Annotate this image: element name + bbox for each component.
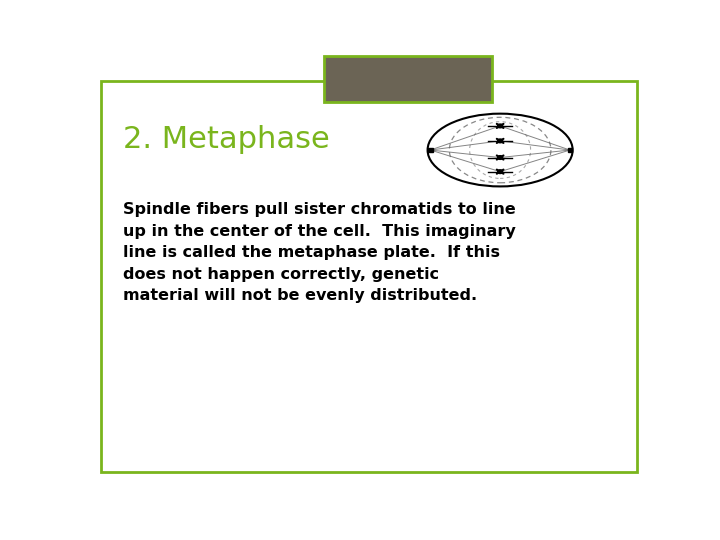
Circle shape [498,156,503,159]
Bar [567,148,572,152]
Text: Spindle fibers pull sister chromatids to line
up in the center of the cell.  Thi: Spindle fibers pull sister chromatids to… [124,202,516,303]
Ellipse shape [428,113,572,186]
Circle shape [498,124,503,128]
Bar [428,148,433,152]
Circle shape [498,170,503,173]
Circle shape [498,139,503,143]
Bar [324,57,492,102]
Text: 2. Metaphase: 2. Metaphase [124,125,330,154]
